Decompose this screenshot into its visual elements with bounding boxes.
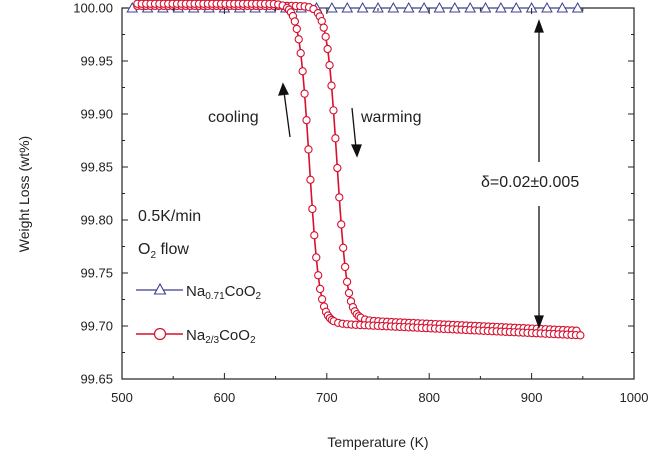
series-na23-warming-point [329, 106, 338, 115]
series-na23-cooling-point [294, 35, 303, 44]
arrows [278, 19, 544, 329]
y-tick-label: 99.65 [80, 372, 113, 387]
series-na23-warming-point [342, 277, 352, 286]
series-na071-point [433, 1, 446, 13]
legend-na071-d: 2 [256, 291, 262, 302]
series-na23-warming-point [331, 134, 340, 143]
legend-na23-c: CoO [219, 327, 250, 344]
series-na23-cooling-point [302, 115, 311, 125]
legend-na23-d: 2 [250, 335, 256, 346]
flow-sub: 2 [150, 250, 156, 261]
y-tick-label: 99.95 [80, 54, 113, 69]
tick-labels: 500 600 700 800 900 1000 99.65 99.70 99.75 99.80 9… [73, 1, 648, 406]
legend-na23-a: Na [186, 327, 206, 344]
y-tick-label: 99.70 [80, 319, 113, 334]
x-tick-label: 800 [418, 390, 440, 405]
series-na23-warming-point [337, 220, 346, 229]
series-layer [124, 0, 585, 340]
x-tick-label: 1000 [620, 390, 649, 405]
legend-item-na23: Na2/3CoO2 [136, 327, 256, 346]
series-na071-point [495, 1, 507, 13]
series-na071-point [372, 1, 384, 13]
series-na071-point [571, 1, 584, 13]
series-na071-point [341, 1, 354, 13]
legend-item-na071: Na0.71CoO2 [136, 282, 262, 302]
series-na23-cooling-point [298, 67, 307, 76]
series-na23-cooling-point [292, 24, 301, 34]
series-na23-warming-point [327, 81, 336, 90]
legend-label-na071: Na0.71CoO2 [186, 283, 262, 302]
legend-na071-a: Na [186, 283, 206, 300]
plot-area [121, 0, 635, 380]
series-na071-point [479, 1, 492, 13]
series-na23-cooling-point [308, 204, 317, 214]
series-na071-point [356, 1, 369, 13]
legend-na23-b: 2/3 [205, 335, 219, 346]
delta-arrow-up-head [534, 19, 544, 33]
series-na23-warming-point [323, 44, 332, 54]
series-na23-warming-point [335, 193, 344, 202]
y-tick-label: 99.90 [80, 107, 113, 122]
series-na071-point [448, 1, 461, 13]
legend-label-na23: Na2/3CoO2 [186, 327, 256, 346]
series-na071-point [464, 1, 477, 13]
x-axis-title: Temperature (K) [327, 434, 428, 450]
x-tick-label: 600 [214, 390, 236, 405]
series-na23-cooling-point [300, 89, 309, 98]
series-na23-warming-point [319, 23, 328, 32]
series-na071-point [387, 1, 400, 13]
series-na071-point [556, 1, 569, 13]
series-na23-warming-point [325, 61, 334, 70]
flow-label: O2 flow [138, 241, 189, 261]
rate-label: 0.5K/min [138, 208, 201, 225]
delta-label: δ=0.02±0.005 [481, 174, 579, 191]
series-na23-cooling-point [576, 331, 585, 340]
series-na23-cooling-point [312, 253, 321, 262]
series-na071-point [510, 1, 523, 13]
legend-circle-marker [153, 327, 167, 341]
y-tick-label: 99.85 [80, 160, 113, 175]
series-na071-point [326, 1, 338, 13]
series-na23-cooling-point [314, 271, 323, 280]
series-na23-cooling-point [317, 294, 327, 304]
x-tick-label: 700 [316, 390, 338, 405]
cooling-arrow [283, 91, 291, 138]
series-na23-warming-point [340, 262, 350, 272]
legend-na071-c: CoO [225, 283, 256, 300]
cooling-arrow-head [278, 82, 289, 96]
legend: Na0.71CoO2 Na2/3CoO2 [136, 282, 262, 346]
series-na23-cooling-point [310, 231, 319, 240]
series-na23-cooling-point [290, 17, 299, 26]
legend-na071-b: 0.71 [205, 291, 225, 302]
series-na23-warming-point [333, 163, 342, 173]
series-na071-point [402, 1, 415, 13]
legend-triangle-marker [153, 282, 167, 295]
warming-arrow-head [350, 144, 362, 158]
y-axis-title: Weight Loss (wt%) [16, 136, 32, 252]
series-na071-point [418, 1, 430, 13]
series-na23-cooling-point [304, 145, 313, 154]
series-na071-point [541, 1, 553, 13]
series-na23-cooling-point [315, 284, 325, 294]
x-tick-label: 500 [111, 390, 133, 405]
ticks-layer [121, 7, 635, 380]
warming-label: warming [360, 109, 421, 126]
series-na23-warming-point [344, 288, 354, 298]
y-tick-label: 100.00 [73, 1, 113, 16]
y-tick-label: 99.80 [80, 213, 113, 228]
y-tick-label: 99.75 [80, 266, 113, 281]
flow-rest: flow [156, 241, 189, 258]
warming-arrow [351, 107, 357, 149]
flow-main: O [138, 241, 150, 258]
x-tick-label: 900 [521, 390, 543, 405]
series-na23-cooling-point [296, 49, 305, 58]
series-na23-cooling-point [306, 175, 315, 184]
cooling-label: cooling [208, 109, 259, 126]
series-na23-warming-point [321, 32, 330, 41]
series-na23-warming-point [339, 243, 348, 252]
delta-arrow-down-head [534, 315, 544, 329]
